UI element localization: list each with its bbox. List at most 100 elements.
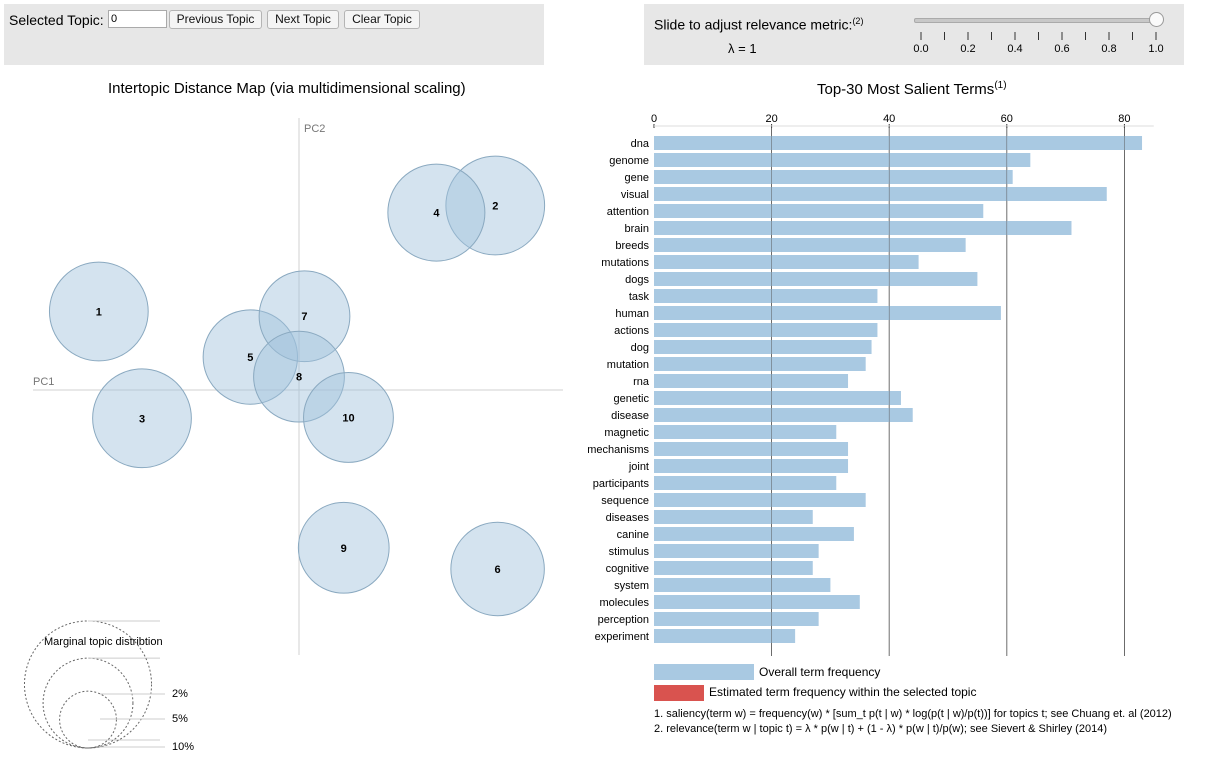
term-label: cognitive: [606, 563, 649, 575]
term-label: perception: [598, 614, 649, 626]
bar-title-ref: (1): [994, 80, 1007, 91]
lambda-tick-label: 0.2: [960, 43, 975, 55]
term-label: visual: [621, 189, 649, 201]
term-label: joint: [628, 461, 649, 473]
term-label: mutation: [607, 359, 649, 371]
topic-bubble-label: 1: [96, 307, 102, 319]
topic-bubble: [445, 155, 546, 256]
bar-axis-tick-label: 20: [765, 113, 777, 125]
term-label: genetic: [614, 393, 650, 405]
term-bar-overall: [654, 255, 919, 269]
topic-bubble: [92, 368, 192, 469]
selected-topic-input[interactable]: [108, 10, 167, 28]
bar-axis-tick-label: 0: [651, 113, 657, 125]
term-label: mutations: [601, 257, 649, 269]
lambda-tick-label: 0.4: [1007, 43, 1022, 55]
topic-bubble: [387, 163, 486, 262]
term-bar-overall: [654, 493, 866, 507]
term-label: task: [629, 291, 650, 303]
topic-bubble: [202, 309, 299, 405]
legend-overall-swatch: [654, 664, 754, 680]
term-bar-overall: [654, 204, 984, 218]
marginal-legend-label: 5%: [172, 713, 188, 725]
topic-bubble-label: 7: [301, 311, 307, 323]
term-label: genome: [609, 155, 649, 167]
term-bar-overall: [654, 272, 978, 286]
term-bar-overall: [654, 527, 854, 541]
term-bar-overall: [654, 374, 849, 388]
footnote-relevance: 2. relevance(term w | topic t) = λ * p(w…: [654, 723, 1107, 735]
bar-title-text: Top-30 Most Salient Terms: [817, 81, 995, 98]
term-bar-overall: [654, 578, 831, 592]
previous-topic-button[interactable]: Previous Topic: [169, 10, 262, 29]
marginal-legend-circle: [42, 657, 134, 749]
term-label: actions: [614, 325, 649, 337]
term-label: canine: [617, 529, 649, 541]
term-label: molecules: [599, 597, 649, 609]
term-label: sequence: [601, 495, 649, 507]
term-bar-overall: [654, 442, 849, 456]
topic-bubble-label: 10: [342, 412, 354, 424]
map-title: Intertopic Distance Map (via multidimens…: [108, 80, 466, 97]
term-label: magnetic: [604, 427, 649, 439]
relevance-slider-label: Slide to adjust relevance metric:(2): [654, 16, 863, 33]
next-topic-button[interactable]: Next Topic: [267, 10, 339, 29]
term-bar-overall: [654, 561, 813, 575]
topic-bubble: [258, 270, 351, 363]
term-bar-overall: [654, 595, 860, 609]
topic-bubble-label: 4: [433, 208, 440, 220]
term-bar-overall: [654, 391, 901, 405]
term-label: rna: [633, 376, 650, 388]
footnote-saliency: 1. saliency(term w) = frequency(w) * [su…: [654, 708, 1172, 720]
term-label: stimulus: [609, 546, 650, 558]
bar-axis-tick-label: 60: [1001, 113, 1013, 125]
term-bar-overall: [654, 476, 837, 490]
term-bar-overall: [654, 510, 813, 524]
term-label: diseases: [606, 512, 650, 524]
term-bar-overall: [654, 612, 819, 626]
term-bar-overall: [654, 459, 849, 473]
term-label: dogs: [625, 274, 649, 286]
term-bar-overall: [654, 357, 866, 371]
legend-overall-label: Overall term frequency: [759, 665, 881, 679]
term-bar-overall: [654, 306, 1001, 320]
marginal-title: Marginal topic distribtion: [44, 636, 163, 648]
bar-axis-tick-label: 80: [1118, 113, 1130, 125]
term-label: system: [614, 580, 649, 592]
relevance-label-ref: (2): [852, 16, 864, 26]
bar-axis-tick-label: 40: [883, 113, 895, 125]
term-bar-overall: [654, 340, 872, 354]
lambda-tick-label: 1.0: [1148, 43, 1163, 55]
term-bar-overall: [654, 238, 966, 252]
lambda-value: λ = 1: [728, 41, 757, 56]
term-label: gene: [625, 172, 649, 184]
term-bar-overall: [654, 170, 1013, 184]
topic-bubble: [253, 330, 345, 423]
relevance-label-text: Slide to adjust relevance metric:: [654, 16, 853, 33]
term-label: human: [615, 308, 649, 320]
term-label: participants: [593, 478, 650, 490]
term-label: dna: [631, 138, 650, 150]
term-bar-overall: [654, 629, 796, 643]
topic-bubble: [450, 521, 545, 617]
pc2-label: PC2: [304, 123, 325, 135]
selected-topic-label: Selected Topic:: [9, 12, 104, 28]
lambda-slider-thumb[interactable]: [1149, 12, 1164, 27]
term-bar-overall: [654, 425, 837, 439]
relevance-control-panel: Slide to adjust relevance metric:(2) λ =…: [644, 4, 1184, 65]
term-bar-overall: [654, 323, 878, 337]
topic-control-panel: Selected Topic: Previous Topic Next Topi…: [4, 4, 544, 65]
clear-topic-button[interactable]: Clear Topic: [344, 10, 420, 29]
marginal-legend-label: 2%: [172, 688, 188, 700]
term-label: experiment: [595, 631, 649, 643]
term-bar-overall: [654, 136, 1143, 150]
topic-bubble: [303, 372, 394, 463]
topic-bubble-label: 8: [296, 372, 302, 384]
term-label: dog: [631, 342, 649, 354]
bar-chart-title: Top-30 Most Salient Terms(1): [817, 80, 1007, 98]
topic-bubble-label: 3: [139, 413, 145, 425]
pc1-label: PC1: [33, 376, 54, 388]
term-label: disease: [611, 410, 649, 422]
topic-bubble: [48, 261, 149, 362]
